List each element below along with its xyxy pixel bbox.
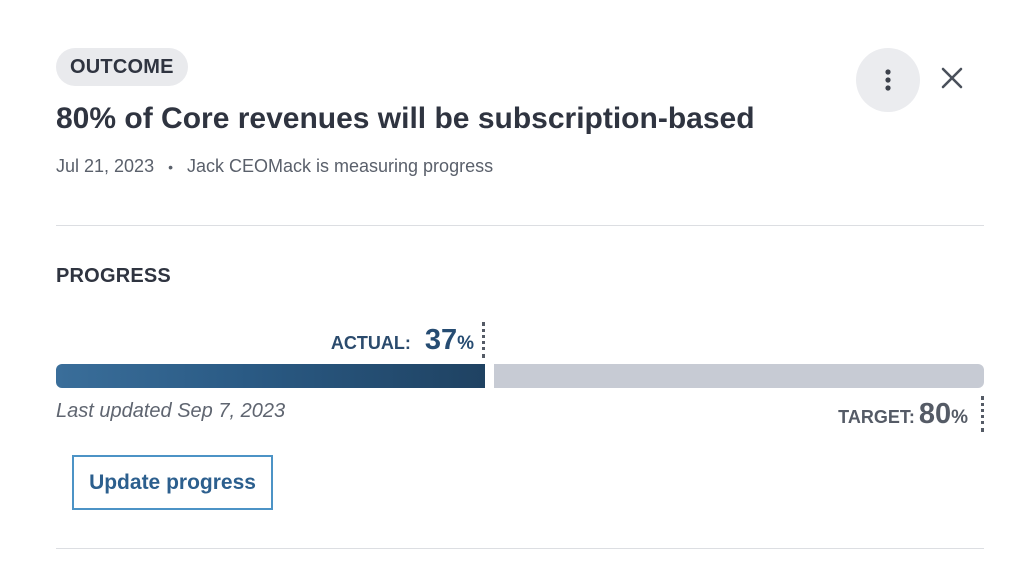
- actual-value: 37: [424, 324, 458, 356]
- progress-bar-remaining: [494, 364, 984, 388]
- actual-percent-sign: %: [457, 333, 474, 354]
- more-vertical-icon: [885, 69, 891, 91]
- update-progress-button[interactable]: Update progress: [72, 455, 273, 510]
- outcome-title: 80% of Core revenues will be subscriptio…: [56, 102, 755, 135]
- more-options-button[interactable]: [856, 48, 920, 112]
- outcome-badge: OUTCOME: [56, 48, 188, 86]
- outcome-meta: Jul 21, 2023 • Jack CEOMack is measuring…: [56, 156, 493, 177]
- close-button[interactable]: [932, 58, 972, 98]
- target-label: TARGET:: [838, 407, 915, 427]
- last-updated-text: Last updated Sep 7, 2023: [56, 400, 286, 422]
- target-value: 80: [918, 398, 952, 430]
- target-percent-sign: %: [951, 407, 968, 428]
- close-icon: [941, 67, 963, 89]
- progress-bar-fill: [56, 364, 485, 388]
- divider: [56, 548, 984, 549]
- measurer-text: Jack CEOMack is measuring progress: [186, 156, 494, 176]
- progress-heading: PROGRESS: [56, 265, 171, 287]
- actual-readout: ACTUAL: 37 %: [331, 324, 474, 357]
- progress-bar: [56, 364, 984, 388]
- target-readout: TARGET: 80 %: [838, 398, 968, 431]
- outcome-date: Jul 21, 2023: [56, 156, 155, 176]
- divider: [56, 225, 984, 226]
- actual-label: ACTUAL:: [330, 333, 411, 353]
- actual-marker: [482, 322, 485, 358]
- target-marker: [981, 396, 984, 432]
- meta-separator: •: [168, 158, 173, 175]
